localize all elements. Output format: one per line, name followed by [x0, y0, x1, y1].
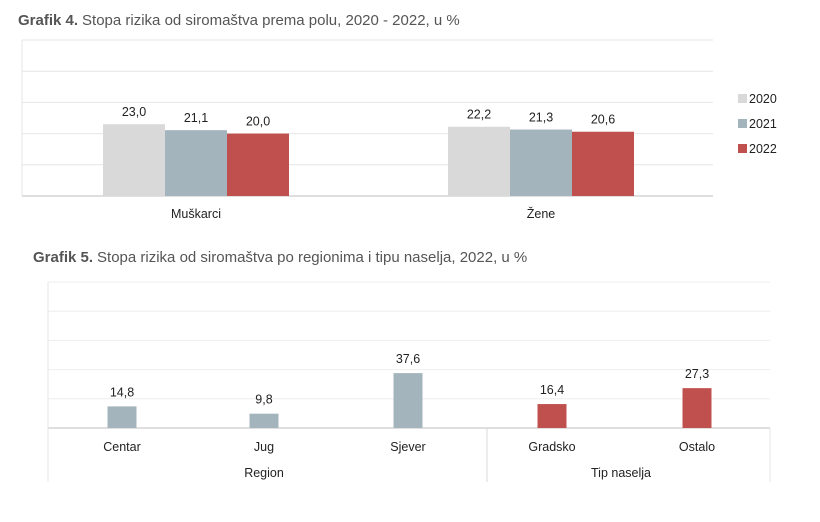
chart1-title: Grafik 4. Stopa rizika od siromaštva prem…	[18, 12, 460, 29]
data-label: 23,0	[122, 105, 146, 119]
group-label: Tip naselja	[591, 466, 651, 480]
x-tick-label: Ostalo	[679, 440, 715, 454]
group-label: Region	[244, 466, 284, 480]
bar-Ostalo	[682, 388, 712, 428]
legend-label: 2021	[749, 117, 777, 131]
bar-2020-Žene	[448, 126, 510, 196]
data-label: 21,3	[529, 111, 553, 125]
bar-2021-Muškarci	[165, 130, 227, 196]
chart2-title: Grafik 5. Stopa rizika od siromaštva po r…	[33, 249, 527, 266]
chart1: 23,0 21,1 20,0 Muškarci 22,2 21,3 20,6 Žene 2020…	[21, 39, 777, 221]
bar-2022-Žene	[572, 131, 634, 196]
bar-Sjever	[393, 373, 423, 428]
data-label: 22,2	[467, 108, 491, 122]
x-tick-label: Sjever	[390, 440, 425, 454]
bar-Jug	[249, 413, 279, 428]
x-tick-label: Centar	[103, 440, 141, 454]
data-label: 37,6	[396, 352, 420, 366]
bar-2021-Žene	[510, 129, 572, 196]
bar-Gradsko	[537, 404, 567, 428]
data-label: 16,4	[540, 383, 564, 397]
x-tick-label: Gradsko	[528, 440, 575, 454]
data-label: 21,1	[184, 111, 208, 125]
bar-2022-Muškarci	[227, 133, 289, 196]
legend-label: 2020	[749, 92, 777, 106]
legend-swatch	[738, 119, 747, 128]
data-label: 9,8	[255, 393, 272, 407]
x-tick-label: Jug	[254, 440, 274, 454]
bar-Centar	[107, 406, 137, 428]
data-label: 20,0	[246, 115, 270, 129]
x-tick-label: Žene	[527, 206, 556, 221]
data-label: 14,8	[110, 385, 134, 399]
legend-swatch	[738, 144, 747, 153]
chart1-title-prefix: Grafik 4.	[18, 12, 78, 29]
chart2-title-text: Stopa rizika od siromaštva po regionima …	[97, 249, 527, 266]
legend-label: 2022	[749, 142, 777, 156]
legend-swatch	[738, 94, 747, 103]
chart2-title-prefix: Grafik 5.	[33, 249, 93, 266]
data-label: 20,6	[591, 113, 615, 127]
x-tick-label: Muškarci	[171, 207, 221, 221]
chart1-title-text: Stopa rizika od siromaštva prema polu, 2…	[82, 12, 460, 29]
bar-2020-Muškarci	[103, 124, 165, 196]
chart2: 14,8 Centar 9,8 Jug 37,6 Sjever 16,4 Gradsko 27,…	[47, 281, 771, 482]
data-label: 27,3	[685, 367, 709, 381]
